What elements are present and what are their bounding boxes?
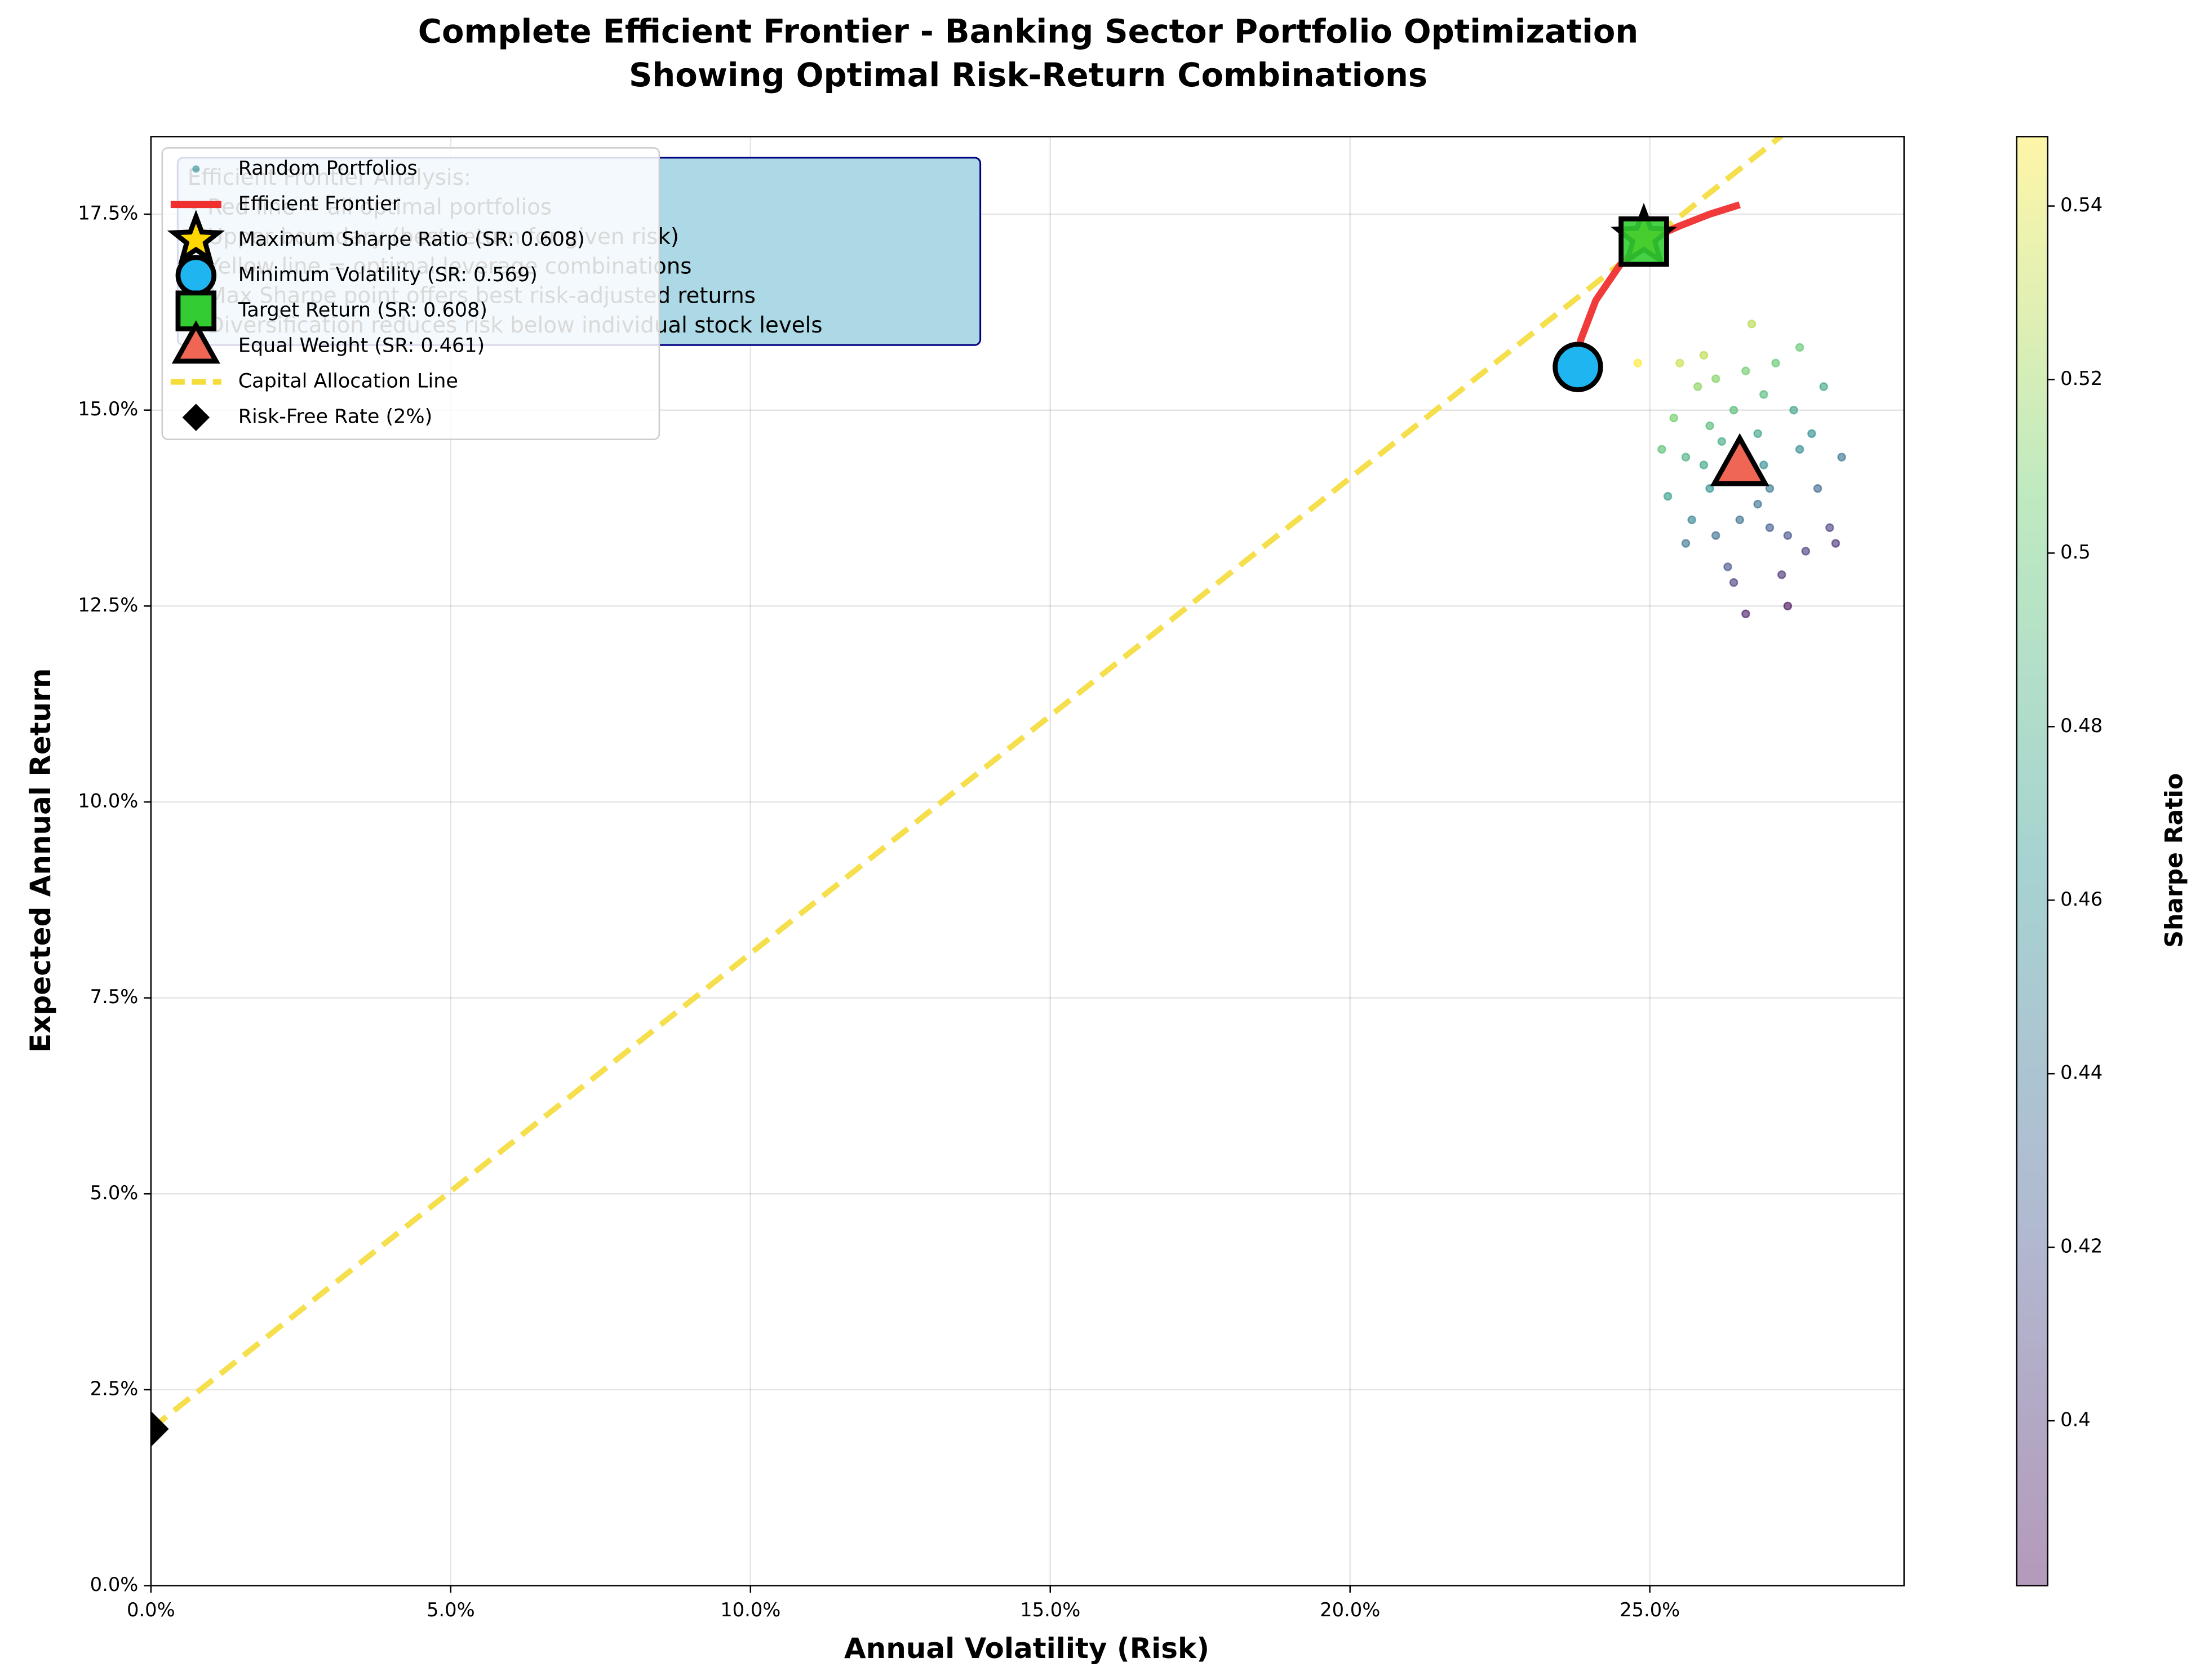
portfolio-point [1771,358,1780,368]
y-tick-label: 5.0% [90,1182,139,1204]
portfolio-point [1795,445,1804,454]
portfolio-point [1711,531,1720,540]
portfolio-point [1687,515,1696,525]
colorbar-tick-label: 0.48 [2060,715,2103,737]
portfolio-point [1705,484,1714,493]
x-tick-label: 10.0% [720,1599,780,1621]
portfolio-point [1783,531,1793,540]
portfolio-point [1741,366,1750,375]
portfolio-point [1669,413,1678,423]
marker-circle [1553,342,1603,392]
y-tick-label: 10.0% [78,790,138,812]
portfolio-point [1837,453,1846,462]
portfolio-point [1747,319,1757,329]
y-tick-label: 12.5% [78,594,138,616]
portfolio-point [1711,374,1720,383]
portfolio-point [1693,382,1702,391]
portfolio-point [1789,405,1798,415]
chart-subtitle: Showing Optimal Risk-Return Combinations [629,56,1427,94]
portfolio-point [1807,429,1816,438]
portfolio-point [1657,445,1666,454]
portfolio-point [1753,499,1762,509]
colorbar-tick-label: 0.5 [2060,541,2091,563]
legend-box [161,147,660,440]
portfolio-point [1681,453,1691,462]
x-tick-label: 5.0% [427,1599,475,1621]
marker-square [1618,216,1669,267]
chart-title: Complete Efficient Frontier - Banking Se… [418,13,1639,51]
colorbar-tick-label: 0.54 [2060,194,2103,216]
colorbar-tick-label: 0.4 [2060,1409,2091,1431]
portfolio-point [1681,539,1691,548]
portfolio-point [1801,547,1811,556]
portfolio-point [1819,382,1828,391]
legend-label: Maximum Sharpe Ratio (SR: 0.608) [238,228,585,251]
colorbar-tick-label: 0.46 [2060,888,2103,910]
legend-label: Capital Allocation Line [238,370,458,393]
portfolio-point [1699,351,1709,360]
legend-label: Equal Weight (SR: 0.461) [238,335,485,357]
marker-triangle [1710,433,1769,486]
portfolio-point [1717,437,1727,446]
legend-icon [175,255,217,296]
y-tick-label: 2.5% [90,1377,139,1399]
legend-label: Efficient Frontier [238,193,401,215]
plot-area [150,136,1846,1447]
colorbar-tick-label: 0.42 [2060,1235,2103,1257]
axes-frame [150,136,1905,1586]
x-tick-label: 20.0% [1320,1599,1380,1621]
legend-icon [192,165,200,173]
portfolio-point [1753,429,1762,438]
portfolio-point [1795,343,1804,352]
portfolio-point [1813,484,1822,493]
legend-icon [182,404,210,431]
portfolio-point [1783,601,1793,611]
x-tick-label: 15.0% [1020,1599,1080,1621]
x-axis-label: Annual Volatility (Risk) [844,1632,1209,1665]
legend-icon [171,320,220,364]
capital-allocation-line [150,136,1784,1431]
x-tick-label: 25.0% [1620,1599,1680,1621]
portfolio-point [1765,523,1775,533]
portfolio-point [1765,484,1775,493]
portfolio-point [1633,358,1643,368]
colorbar-tick-label: 0.44 [2060,1062,2103,1084]
portfolio-point [1759,390,1768,399]
legend-label: Risk-Free Rate (2%) [238,406,432,428]
portfolio-point [1741,609,1750,618]
portfolio-point [1729,578,1738,587]
colorbar: 0.4 0.42 0.44 0.46 0.48 0.5 0.52 0.54 Sharpe Rat… [2016,136,2189,1586]
legend-label: Target Return (SR: 0.608) [238,299,487,322]
legend-label: Minimum Volatility (SR: 0.569) [238,264,538,286]
y-tick-label: 0.0% [90,1573,139,1595]
portfolio-point [1759,460,1768,469]
portfolio-point [1825,523,1834,533]
portfolio-point [1705,421,1714,431]
y-tick-label: 7.5% [90,986,139,1008]
portfolio-point [1723,562,1732,571]
y-axis-label: Expected Annual Return [24,668,57,1053]
colorbar-tick-label: 0.52 [2060,367,2103,389]
marker-diamond [150,1411,169,1447]
legend-label: Random Portfolios [238,157,418,180]
portfolio-point [1735,515,1745,525]
legend: Random Portfolios Efficient Frontier Maxim… [161,147,660,440]
y-tick-label: 15.0% [78,398,138,420]
portfolio-point [1777,570,1786,579]
portfolio-point [1729,405,1738,415]
portfolio-point [1675,358,1684,368]
portfolio-point [1699,460,1709,469]
y-tick-label: 17.5% [78,202,138,224]
colorbar-label: Sharpe Ratio [2161,773,2189,948]
colorbar-scale [2016,136,2048,1586]
portfolio-point [1663,491,1673,501]
portfolio-point [1831,539,1840,548]
x-tick-label: 0.0% [127,1599,175,1621]
legend-icon [167,210,225,265]
